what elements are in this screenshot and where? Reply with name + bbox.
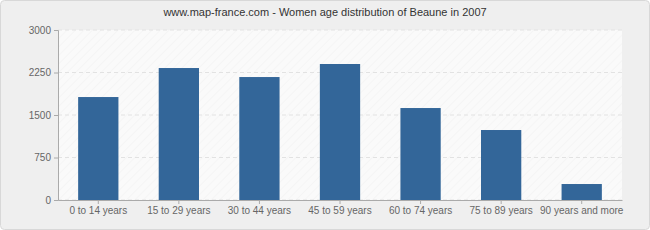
tick-mark	[259, 200, 260, 204]
tick-mark	[54, 158, 58, 159]
tick: 750	[34, 152, 58, 163]
tick-label: 0 to 14 years	[69, 205, 127, 216]
tick-label: 750	[34, 152, 51, 163]
axis-line	[54, 31, 59, 201]
grid	[58, 30, 622, 200]
tick-mark	[54, 73, 58, 74]
x-axis: 0 to 14 years 15 to 29 years 30 to 44 year…	[59, 200, 624, 216]
tick-label: 45 to 59 years	[308, 205, 371, 216]
tick-mark	[340, 200, 341, 204]
plot-area	[58, 30, 622, 200]
bar	[481, 130, 521, 200]
tick: 60 to 74 years	[389, 200, 452, 216]
tick: 1500	[29, 110, 58, 121]
bar	[562, 184, 602, 200]
tick-mark	[178, 200, 179, 204]
background	[1, 1, 650, 230]
grid-line	[58, 30, 622, 31]
title: www.map-france.com - Women age distribut…	[162, 6, 486, 18]
tick: 0 to 14 years	[69, 200, 127, 216]
tick-mark	[420, 200, 421, 204]
tick-mark	[54, 30, 58, 31]
tick: 15 to 29 years	[147, 200, 210, 216]
tick: 75 to 89 years	[469, 200, 532, 216]
tick-label: 75 to 89 years	[469, 205, 532, 216]
tick: 0	[45, 195, 58, 206]
tick-label: 30 to 44 years	[228, 205, 291, 216]
tick: 30 to 44 years	[228, 200, 291, 216]
tick-label: 15 to 29 years	[147, 205, 210, 216]
tick: 90 years and more	[540, 200, 624, 216]
bars	[78, 64, 602, 200]
tick: 2250	[29, 67, 58, 78]
tick-mark	[54, 115, 58, 116]
tick-label: 60 to 74 years	[389, 205, 452, 216]
tick: 45 to 59 years	[308, 200, 371, 216]
tick-mark	[98, 200, 99, 204]
tick-mark	[54, 200, 58, 201]
plot: 0 750 1500 2250 3000 0 to 14 years 15 to 29 ye…	[29, 25, 624, 216]
tick: 3000	[29, 25, 58, 36]
tick-label: 90 years and more	[540, 205, 624, 216]
bar	[400, 108, 440, 200]
tick-mark	[501, 200, 502, 204]
tick-label: 0	[45, 195, 51, 206]
tick-label: 1500	[29, 110, 52, 121]
tick-mark	[581, 200, 582, 204]
bar	[239, 77, 279, 200]
bar	[320, 64, 360, 200]
bar	[78, 97, 118, 200]
chart: www.map-france.com - Women age distribut…	[0, 0, 650, 230]
tick-label: 3000	[29, 25, 52, 36]
bar	[159, 68, 199, 200]
y-axis: 0 750 1500 2250 3000	[29, 25, 59, 206]
tick-label: 2250	[29, 67, 52, 78]
